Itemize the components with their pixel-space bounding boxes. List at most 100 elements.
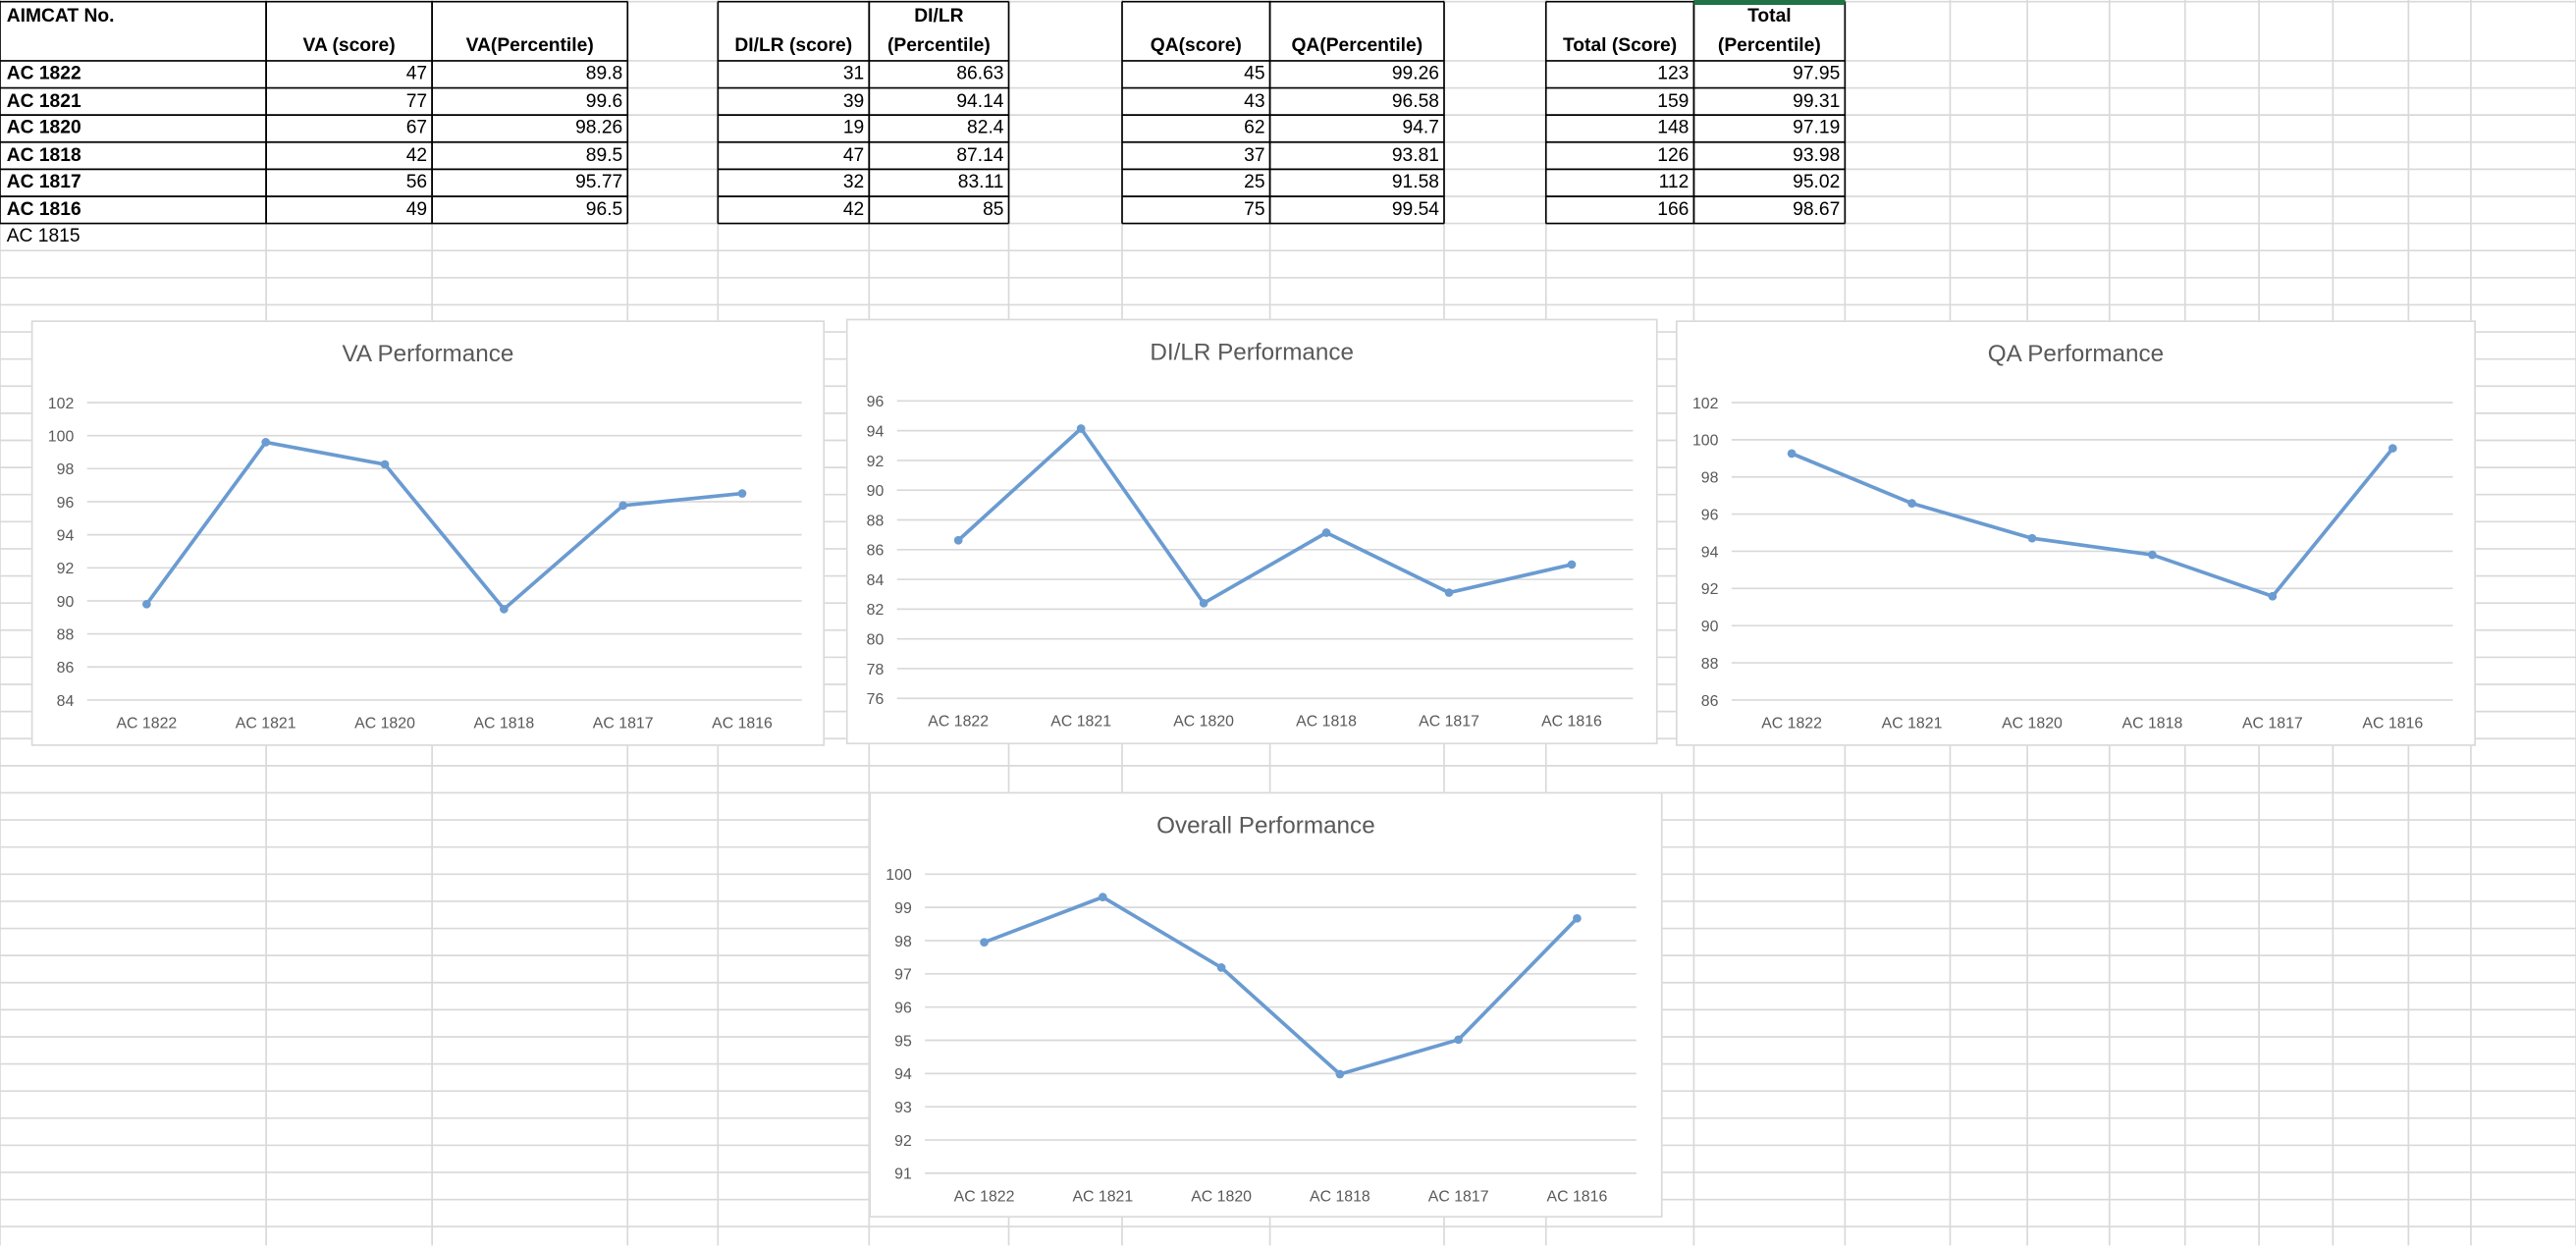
va-percentile-cell[interactable]: 95.77: [575, 172, 623, 192]
aimcat-cell[interactable]: AC 1817: [6, 172, 81, 192]
dilr-score-cell[interactable]: 39: [842, 90, 865, 111]
header-qa-percentile[interactable]: QA(Percentile): [1291, 35, 1423, 56]
qa-score-cell[interactable]: 25: [1244, 172, 1265, 192]
data-point[interactable]: [2148, 550, 2157, 560]
data-point[interactable]: [1321, 528, 1331, 537]
y-tick-label: 96: [57, 495, 75, 512]
data-point[interactable]: [1335, 1069, 1345, 1079]
va-score-cell[interactable]: 77: [405, 90, 428, 111]
data-point[interactable]: [1199, 598, 1208, 608]
qa-percentile-cell[interactable]: 99.54: [1391, 199, 1439, 220]
va-score-cell[interactable]: 49: [405, 199, 428, 220]
header-total-percentile[interactable]: Total: [1747, 6, 1792, 27]
dilr-score-cell[interactable]: 32: [842, 172, 865, 192]
data-point[interactable]: [2268, 591, 2278, 601]
data-point[interactable]: [1444, 588, 1454, 597]
x-tick-label: AC 1818: [2122, 715, 2183, 731]
data-point[interactable]: [1098, 893, 1107, 902]
va-score-cell[interactable]: 42: [405, 145, 428, 166]
va-performance-chart[interactable]: VA Performance 84 86 88 90 92 94 96 98 100 102 AC …: [30, 320, 826, 746]
va-percentile-cell[interactable]: 89.5: [585, 145, 623, 166]
total-percentile-cell[interactable]: 98.67: [1793, 199, 1841, 220]
total-score-cell[interactable]: 159: [1657, 90, 1690, 111]
dilr-score-cell[interactable]: 19: [842, 118, 865, 138]
data-point[interactable]: [1567, 560, 1577, 569]
header-va-score[interactable]: VA (score): [302, 35, 396, 56]
dilr-percentile-cell[interactable]: 86.63: [956, 64, 1004, 84]
aimcat-cell[interactable]: AC 1821: [6, 90, 81, 111]
data-point[interactable]: [1787, 449, 1797, 459]
va-percentile-cell[interactable]: 98.26: [575, 118, 623, 138]
data-point[interactable]: [980, 938, 989, 948]
total-percentile-cell[interactable]: 95.02: [1793, 172, 1841, 192]
dilr-score-cell[interactable]: 42: [842, 199, 865, 220]
data-point[interactable]: [142, 599, 151, 609]
aimcat-cell[interactable]: AC 1818: [6, 145, 81, 166]
va-score-cell[interactable]: 47: [405, 64, 428, 84]
header-total-score[interactable]: Total (Score): [1562, 35, 1678, 56]
va-percentile-cell[interactable]: 96.5: [585, 199, 623, 220]
qa-score-cell[interactable]: 75: [1244, 199, 1265, 220]
qa-percentile-cell[interactable]: 96.58: [1391, 90, 1439, 111]
qa-percentile-cell[interactable]: 99.26: [1391, 64, 1439, 84]
header-dilr-score[interactable]: DI/LR (score): [734, 35, 853, 56]
dilr-score-cell[interactable]: 47: [842, 145, 865, 166]
aimcat-cell[interactable]: AC 1815: [6, 226, 80, 247]
dilr-percentile-cell[interactable]: 83.11: [957, 172, 1004, 192]
y-tick-label: 92: [867, 454, 885, 470]
y-tick-label: 100: [1692, 433, 1719, 450]
data-point[interactable]: [737, 489, 747, 498]
qa-percentile-cell[interactable]: 93.81: [1391, 145, 1439, 166]
va-score-cell[interactable]: 56: [405, 172, 428, 192]
qa-score-cell[interactable]: 43: [1244, 90, 1265, 111]
dilr-score-cell[interactable]: 31: [842, 64, 865, 84]
qa-percentile-cell[interactable]: 94.7: [1402, 118, 1439, 138]
total-score-cell[interactable]: 112: [1658, 172, 1690, 192]
aimcat-cell[interactable]: AC 1822: [6, 64, 81, 84]
aimcat-cell[interactable]: AC 1816: [6, 199, 81, 220]
data-point[interactable]: [1573, 913, 1582, 923]
total-score-cell[interactable]: 148: [1657, 118, 1690, 138]
total-score-cell[interactable]: 126: [1657, 145, 1690, 166]
header-total-percentile[interactable]: (Percentile): [1717, 35, 1821, 56]
dilr-percentile-cell[interactable]: 94.14: [956, 90, 1004, 111]
header-va-percentile[interactable]: VA(Percentile): [465, 35, 594, 56]
dilr-percentile-cell[interactable]: 82.4: [967, 118, 1004, 138]
header-dilr-percentile[interactable]: (Percentile): [886, 35, 991, 56]
data-point[interactable]: [1454, 1035, 1464, 1045]
va-percentile-cell[interactable]: 89.8: [585, 64, 623, 84]
data-point[interactable]: [261, 438, 271, 447]
dilr-percentile-cell[interactable]: 87.14: [956, 145, 1004, 166]
aimcat-cell[interactable]: AC 1820: [6, 118, 81, 138]
data-point[interactable]: [1076, 424, 1086, 433]
header-aimcat[interactable]: AIMCAT No.: [6, 6, 115, 27]
dilr-performance-chart[interactable]: DI/LR Performance 76 78 80 82 84 86 88 90 92 94 96…: [845, 318, 1658, 745]
header-qa-score[interactable]: QA(score): [1150, 35, 1242, 56]
total-percentile-cell[interactable]: 97.19: [1793, 118, 1841, 138]
data-point[interactable]: [618, 501, 628, 511]
va-percentile-cell[interactable]: 99.6: [585, 90, 623, 111]
data-point[interactable]: [380, 460, 390, 469]
total-percentile-cell[interactable]: 97.95: [1793, 64, 1841, 84]
qa-score-cell[interactable]: 37: [1244, 145, 1265, 166]
data-point[interactable]: [953, 535, 963, 545]
total-score-cell[interactable]: 166: [1657, 199, 1690, 220]
qa-score-cell[interactable]: 62: [1244, 118, 1265, 138]
dilr-percentile-cell[interactable]: 85: [983, 199, 1004, 220]
data-point[interactable]: [2388, 444, 2397, 453]
header-dilr-percentile[interactable]: DI/LR: [914, 6, 964, 27]
overall-performance-chart[interactable]: Overall Performance 91 92 93 94 95 96 97 98 99 10…: [869, 791, 1663, 1219]
data-point[interactable]: [499, 605, 509, 614]
qa-percentile-cell[interactable]: 91.58: [1391, 172, 1439, 192]
va-score-cell[interactable]: 67: [405, 118, 428, 138]
total-score-cell[interactable]: 123: [1657, 64, 1690, 84]
data-point[interactable]: [1907, 499, 1916, 508]
data-point[interactable]: [1216, 963, 1226, 972]
y-tick-label: 97: [894, 967, 912, 984]
data-point[interactable]: [2027, 533, 2037, 543]
qa-score-cell[interactable]: 45: [1244, 64, 1265, 84]
qa-performance-chart[interactable]: QA Performance 86 88 90 92 94 96 98 100 102 AC 18…: [1675, 320, 2476, 746]
total-percentile-cell[interactable]: 99.31: [1793, 90, 1841, 111]
total-percentile-cell[interactable]: 93.98: [1793, 145, 1841, 166]
